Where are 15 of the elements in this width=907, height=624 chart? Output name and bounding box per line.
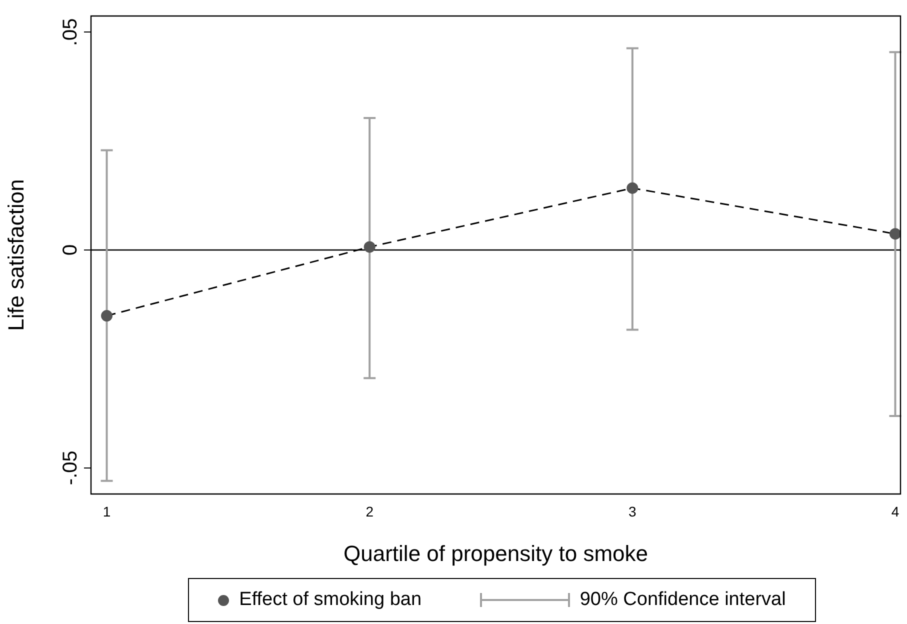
text: 90% Confidence interval — [580, 589, 786, 611]
x-tick-label: 4 — [891, 503, 900, 520]
point — [626, 182, 638, 194]
point — [889, 228, 900, 240]
point — [364, 241, 376, 253]
x-tick-label: 3 — [628, 503, 637, 520]
x-axis-title: Quartile of propensity to smoke — [344, 540, 648, 566]
y-tick-label: 0 — [60, 244, 82, 256]
legend-label: Effect of smoking ban — [239, 589, 422, 611]
y-axis-title: Life satisfaction — [3, 179, 28, 331]
x-tick-label: 2 — [366, 503, 374, 520]
y-tick-label: .05 — [60, 18, 82, 46]
x-tick-label: 1 — [102, 503, 111, 520]
y-tick-label: -.05 — [60, 450, 82, 486]
point — [101, 310, 113, 322]
